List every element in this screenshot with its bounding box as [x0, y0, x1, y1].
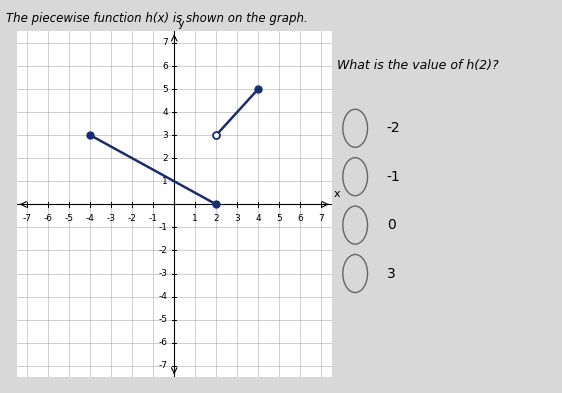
Text: 5: 5 — [162, 84, 168, 94]
Text: -2: -2 — [387, 121, 400, 135]
Text: y: y — [178, 19, 184, 29]
Text: 7: 7 — [318, 213, 324, 222]
Text: 1: 1 — [162, 177, 168, 186]
Text: -3: -3 — [107, 213, 116, 222]
Text: -1: -1 — [387, 170, 400, 184]
Text: 3: 3 — [234, 213, 240, 222]
Text: 2: 2 — [162, 154, 168, 163]
Text: -2: -2 — [128, 213, 137, 222]
Text: -4: -4 — [86, 213, 95, 222]
Text: 2: 2 — [214, 213, 219, 222]
Text: The piecewise function h(x) is shown on the graph.: The piecewise function h(x) is shown on … — [6, 12, 307, 25]
Text: 6: 6 — [297, 213, 303, 222]
Text: -1: -1 — [159, 223, 168, 232]
Text: 1: 1 — [192, 213, 198, 222]
Text: -2: -2 — [159, 246, 168, 255]
Text: 3: 3 — [387, 266, 396, 281]
Text: 0: 0 — [387, 218, 396, 232]
Text: 4: 4 — [255, 213, 261, 222]
Text: -3: -3 — [159, 269, 168, 278]
Text: -6: -6 — [159, 338, 168, 347]
Text: 7: 7 — [162, 39, 168, 48]
Text: -6: -6 — [44, 213, 53, 222]
Text: -7: -7 — [159, 361, 168, 370]
Text: -5: -5 — [159, 315, 168, 324]
Text: 6: 6 — [162, 62, 168, 70]
Text: 3: 3 — [162, 131, 168, 140]
Text: What is the value of h(2)?: What is the value of h(2)? — [337, 59, 499, 72]
Text: -4: -4 — [159, 292, 168, 301]
Text: 5: 5 — [277, 213, 282, 222]
Text: x: x — [334, 189, 341, 198]
Text: -5: -5 — [65, 213, 74, 222]
Text: 4: 4 — [162, 108, 168, 117]
Text: -7: -7 — [23, 213, 32, 222]
Text: -1: -1 — [149, 213, 158, 222]
